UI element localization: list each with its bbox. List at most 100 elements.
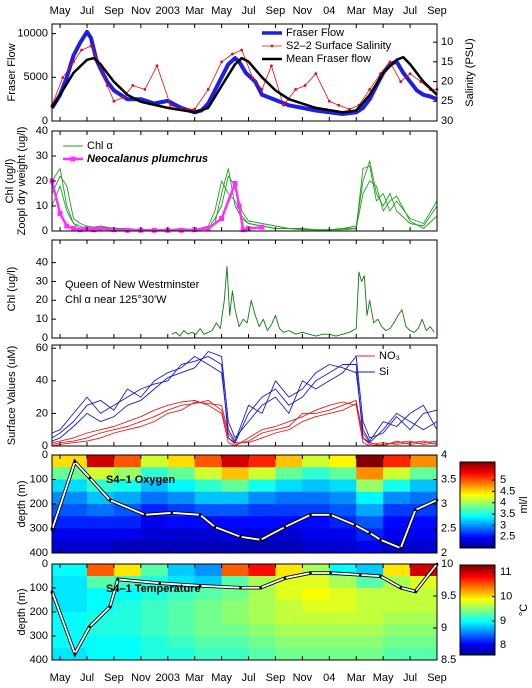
heat-cell [275,491,303,505]
y-axis-label: Chl (ug/l) [6,267,18,312]
heat-cell [248,467,276,480]
profile-point [309,513,312,517]
heat-cell [356,624,384,637]
colorbar-slice [460,604,495,606]
profile-point [283,525,287,529]
colorbar-slice [460,502,495,505]
colorbar-slice [460,510,495,513]
colorbar-slice [460,489,495,492]
colorbar-slice [460,593,495,596]
heat-cell [221,479,250,493]
heat-cell [329,528,357,542]
heat-cell [302,648,330,661]
x-tick-label: Nov [131,672,151,684]
x-tick-label: Mar [185,672,204,684]
heat-cell [248,588,276,601]
colorbar-slice [460,493,495,496]
heat-cell [410,540,438,554]
y-tick-label: 40 [36,375,48,387]
heat-cell [356,467,384,480]
profile-point [329,513,332,517]
heat-cell [113,612,142,625]
colorbar-tick-label: 3.5 [500,508,515,520]
point [232,181,238,186]
heat-cell [221,648,250,661]
colorbar-slice [460,527,495,530]
point [112,99,116,103]
colorbar-slice [460,599,495,602]
heat-cell [167,528,196,542]
y-tick-label: 20 [36,407,48,419]
colorbar-slice [460,649,495,651]
colorbar-slice [460,507,495,510]
colorbar-slice [460,614,495,617]
colorbar-slice [460,635,495,638]
profile-point [368,531,371,535]
colorbar-slice [460,598,495,600]
y-tick-label: 100 [30,473,48,485]
profile-point [414,508,417,512]
profile-point [414,590,417,593]
heat-cell [356,588,384,601]
colorbar-slice [460,506,495,509]
colorbar-slice [460,578,495,581]
heat-cell [140,491,169,505]
heat-cell [383,648,411,661]
heat-cell [167,467,196,480]
colorbar-slice [460,571,495,573]
profile-point [399,546,402,550]
colorbar-slice [460,580,495,582]
panel-title: S4–1 Oxygen [106,474,175,486]
colorbar-slice [460,509,495,512]
heat-cell [113,504,142,517]
colorbar-slice [460,464,495,467]
x-tick-label: May [211,5,232,17]
colorbar-tick-label: 8 [500,639,506,651]
heat-cell [52,612,88,625]
heat-cell [87,467,115,480]
heat-cell [221,612,250,625]
heat-cell [410,600,438,613]
profile-point [198,584,202,588]
heat-cell [140,636,169,649]
colorbar-slice [460,469,495,472]
y2-tick-label: 30 [441,115,453,127]
heat-cell [248,479,276,493]
point [61,76,65,80]
colorbar-slice [460,474,495,477]
colorbar-slice [460,542,495,545]
heat-cell [113,636,142,649]
x-tick-label: Jul [80,5,94,17]
profile-point [399,586,402,589]
heat-cell [113,528,142,542]
colorbar-slice [460,537,495,540]
heat-cell [221,600,250,613]
x-tick-label: Nov [131,5,151,17]
series-line [51,401,438,447]
heat-cell [113,600,142,613]
point [219,216,225,221]
x-tick-label: Sep [427,5,447,17]
heat-cell [329,467,357,480]
x-tick-label: Jul [242,5,256,17]
series-line [51,355,438,444]
x-tick-label: 04 [323,672,335,684]
heat-cell [383,516,411,529]
point [89,44,93,48]
heat-cell [248,491,276,505]
colorbar-slice [460,536,495,539]
heat-cell [87,636,115,649]
colorbar-slice [460,590,495,593]
colorbar-slice [460,607,495,609]
heat-cell [87,528,115,542]
heat-cell [302,455,330,468]
y-tick-label: 20 [36,175,48,187]
heat-cell [194,479,223,493]
colorbar-slice [460,577,495,579]
profile-point [198,513,202,517]
colorbar-slice [460,522,495,525]
heat-cell [275,612,303,625]
heat-cell [248,612,276,625]
colorbar-slice [460,497,495,500]
y-tick-label: 200 [30,606,48,618]
